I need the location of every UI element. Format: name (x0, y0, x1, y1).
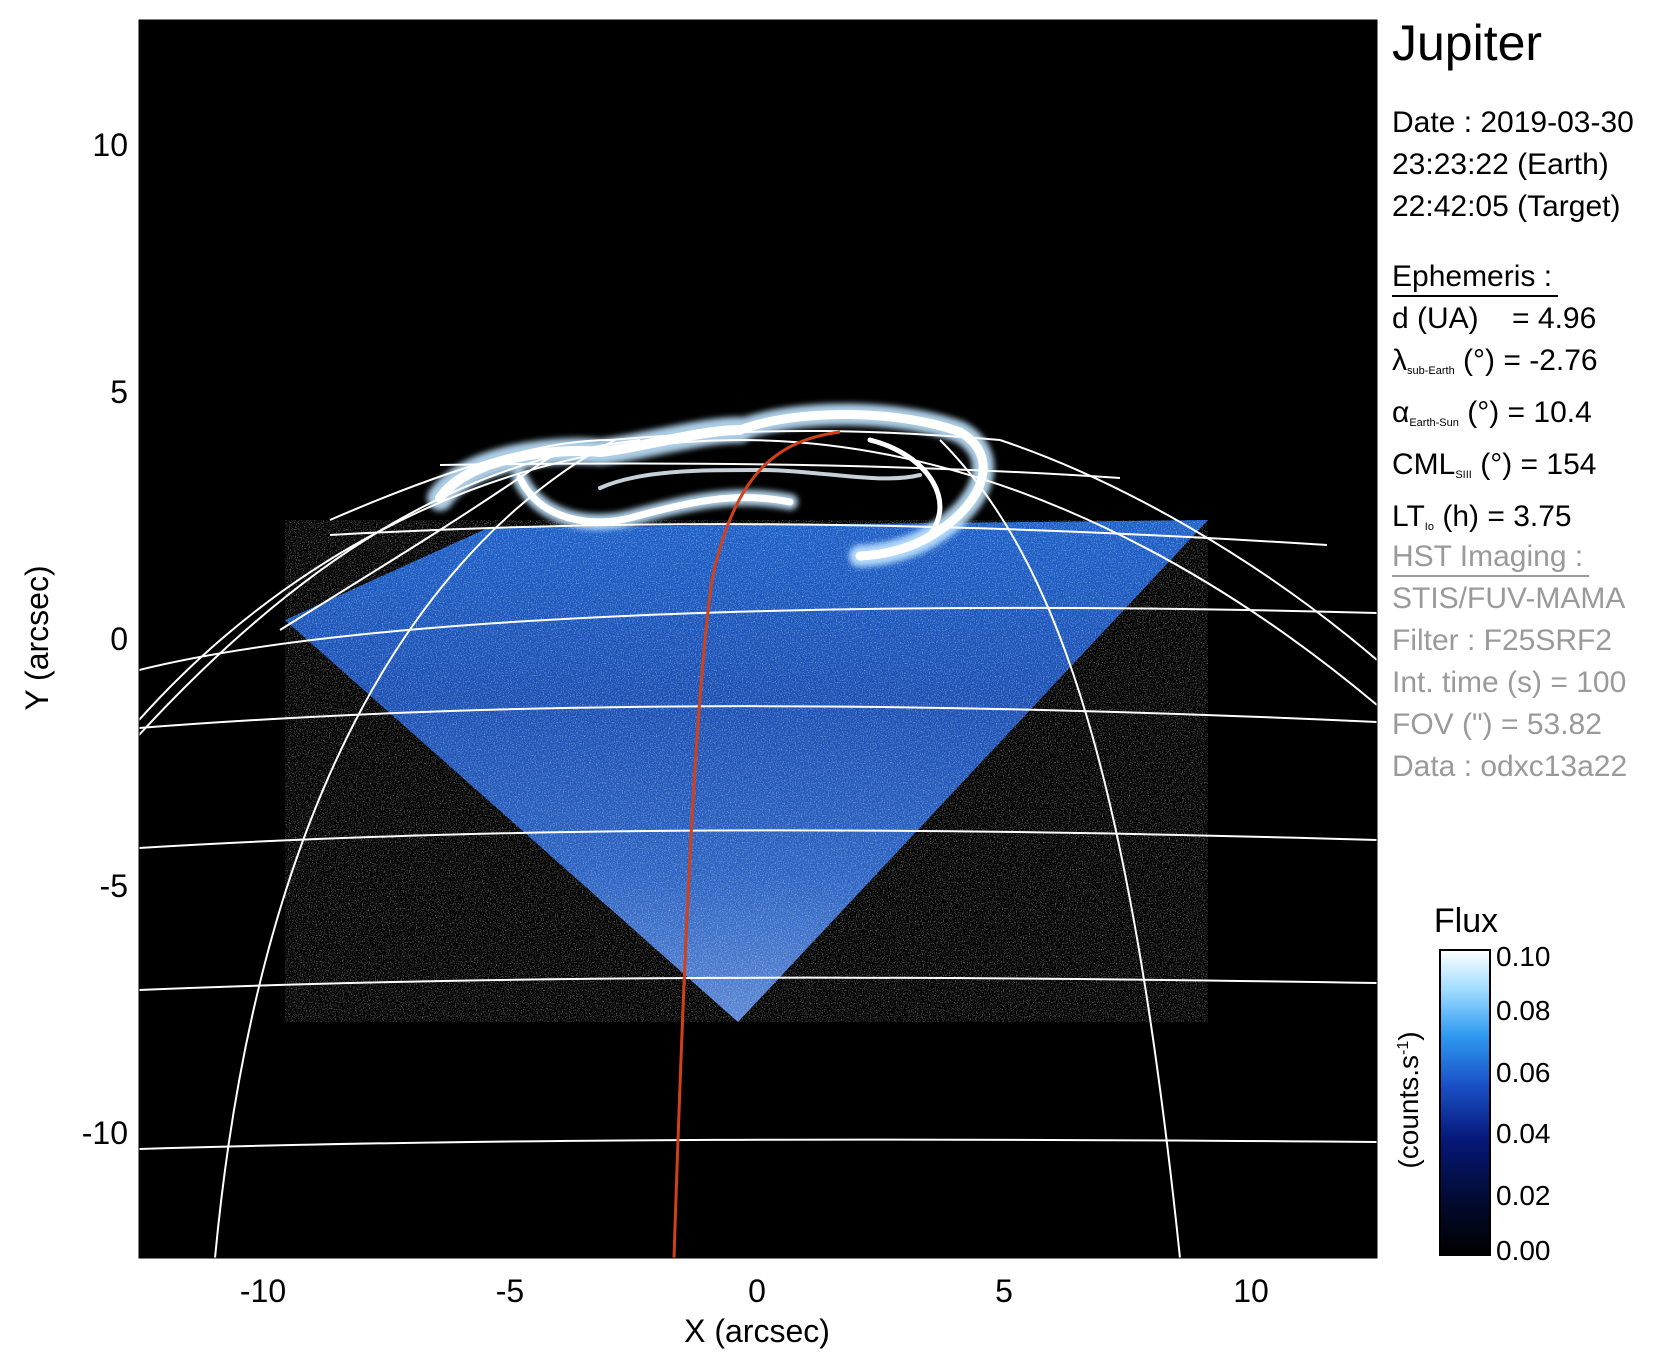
date-line: Date : 2019-03-30 (1392, 106, 1634, 139)
y-axis-label: Y (arcsec) (19, 565, 55, 710)
ephemeris-distance: d (UA) = 4.96 (1392, 302, 1597, 335)
earth-time: 23:23:22 (Earth) (1392, 148, 1609, 181)
emission-noise (285, 520, 1208, 1022)
hst-filter: Filter : F25SRF2 (1392, 624, 1613, 657)
colorbar-gradient (1439, 949, 1491, 1256)
plot-frame (138, 19, 1378, 1259)
longitude-grid (139, 438, 1377, 1258)
x-tick-label: 5 (995, 1273, 1013, 1309)
x-axis: -10 -5 0 5 10 X (arcsec) (240, 1273, 1269, 1349)
x-tick-label: 0 (748, 1273, 766, 1309)
y-tick-label: 0 (110, 621, 128, 657)
colorbar-tick-label: 0.10 (1496, 941, 1551, 972)
central-meridian (672, 430, 841, 1258)
ephemeris-phase-angle: αEarth-Sun (°) = 10.4 (1392, 396, 1592, 429)
x-tick-label: -5 (496, 1273, 524, 1309)
x-axis-label: X (arcsec) (684, 1313, 830, 1349)
target-time: 22:42:05 (Target) (1392, 190, 1621, 223)
colorbar-units: (counts.s-1) (1393, 1031, 1424, 1168)
date-block: Date : 2019-03-30 23:23:22 (Earth) 22:42… (1392, 102, 1634, 228)
x-tick-label: -10 (240, 1273, 286, 1309)
ephemeris-cml: CMLSIII (°) = 154 (1392, 448, 1597, 481)
auroral-oval (427, 403, 995, 567)
colorbar-tick-label: 0.06 (1496, 1057, 1551, 1088)
colorbar-ticks: 0.10 0.08 0.06 0.04 0.02 0.00 (1496, 941, 1551, 1266)
y-axis: 10 5 0 -5 -10 Y (arcsec) (19, 127, 128, 1151)
hst-data-id: Data : odxc13a22 (1392, 750, 1628, 783)
y-tick-label: -10 (82, 1115, 128, 1151)
colorbar-tick-label: 0.04 (1496, 1118, 1551, 1149)
hst-heading: HST Imaging : (1392, 539, 1590, 577)
hst-int-time: Int. time (s) = 100 (1392, 666, 1627, 699)
x-tick-label: 10 (1233, 1273, 1269, 1309)
latitude-grid (139, 429, 1377, 1150)
colorbar-tick-label: 0.00 (1496, 1235, 1551, 1266)
colorbar-title: Flux (1434, 902, 1498, 940)
y-tick-label: 10 (92, 127, 128, 163)
y-tick-label: 5 (110, 374, 128, 410)
hst-instrument: STIS/FUV-MAMA (1392, 582, 1626, 615)
colorbar: Flux 0.10 0.08 0.06 0.04 0.02 0.00 (coun… (1393, 902, 1551, 1266)
target-title: Jupiter (1392, 15, 1543, 71)
oval-main-east (735, 410, 988, 561)
hst-block: HST Imaging : STIS/FUV-MAMA Filter : F25… (1392, 536, 1627, 788)
ephemeris-io-local-time: LTIo (h) = 3.75 (1392, 500, 1572, 533)
colorbar-tick-label: 0.08 (1496, 995, 1551, 1026)
ephemeris-block: Ephemeris : d (UA) = 4.96 λsub-Earth (°)… (1392, 256, 1598, 548)
ephemeris-sub-earth-latitude: λsub-Earth (°) = -2.76 (1392, 344, 1598, 377)
ephemeris-heading: Ephemeris : (1392, 259, 1559, 297)
limb (139, 438, 1377, 721)
y-tick-label: -5 (100, 868, 128, 904)
colorbar-tick-label: 0.02 (1496, 1180, 1551, 1211)
hst-fov: FOV (") = 53.82 (1392, 708, 1602, 741)
